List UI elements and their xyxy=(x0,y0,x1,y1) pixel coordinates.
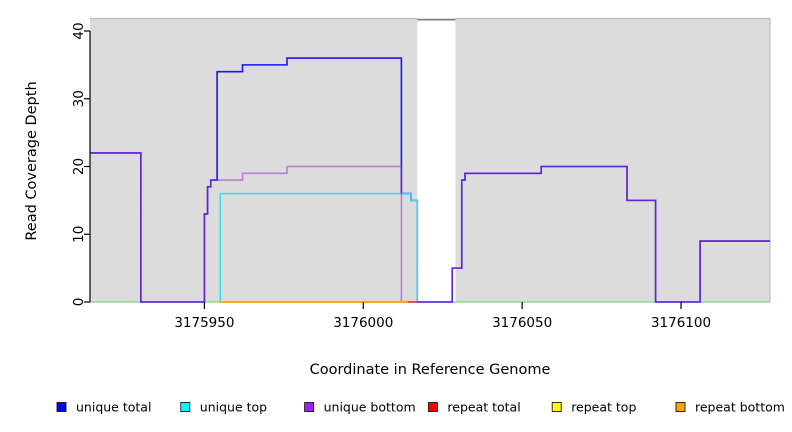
y-axis-tick-label: 40 xyxy=(71,22,87,39)
x-axis-tick-label: 3176050 xyxy=(492,315,552,331)
y-axis-tick-label: 0 xyxy=(71,298,87,307)
x-axis-title: Coordinate in Reference Genome xyxy=(309,362,551,378)
legend-label-unique-top: unique top xyxy=(200,400,267,415)
y-axis-tick-label: 30 xyxy=(71,90,87,107)
legend-swatch-unique-top xyxy=(180,402,191,412)
y-axis-title: Read Coverage Depth xyxy=(24,81,40,241)
legend-swatch-unique-total xyxy=(56,402,67,412)
x-axis-tick-label: 3176000 xyxy=(333,315,393,331)
masked-region-band xyxy=(417,13,456,302)
series-line-unique-top xyxy=(219,192,419,302)
legend-swatch-repeat-bottom xyxy=(675,402,686,412)
legend-label-unique-total: unique total xyxy=(76,400,151,415)
plot-panel-border xyxy=(90,17,771,302)
legend-swatch-repeat-total xyxy=(427,402,438,412)
legend-label-repeat-total: repeat total xyxy=(447,400,520,415)
y-axis-tick-label: 20 xyxy=(71,158,87,175)
x-axis-tick-label: 3176100 xyxy=(651,315,711,331)
legend-label-unique-bottom: unique bottom xyxy=(324,400,416,415)
series-line-unique-bottom xyxy=(90,152,770,303)
y-axis-tick-label: 10 xyxy=(71,226,87,243)
legend-label-repeat-bottom: repeat bottom xyxy=(695,400,785,415)
legend-swatch-repeat-top xyxy=(551,402,562,412)
x-axis-tick-label: 3175950 xyxy=(174,315,234,331)
legend-swatch-unique-bottom xyxy=(304,402,315,412)
legend-label-repeat-top: repeat top xyxy=(571,400,636,415)
